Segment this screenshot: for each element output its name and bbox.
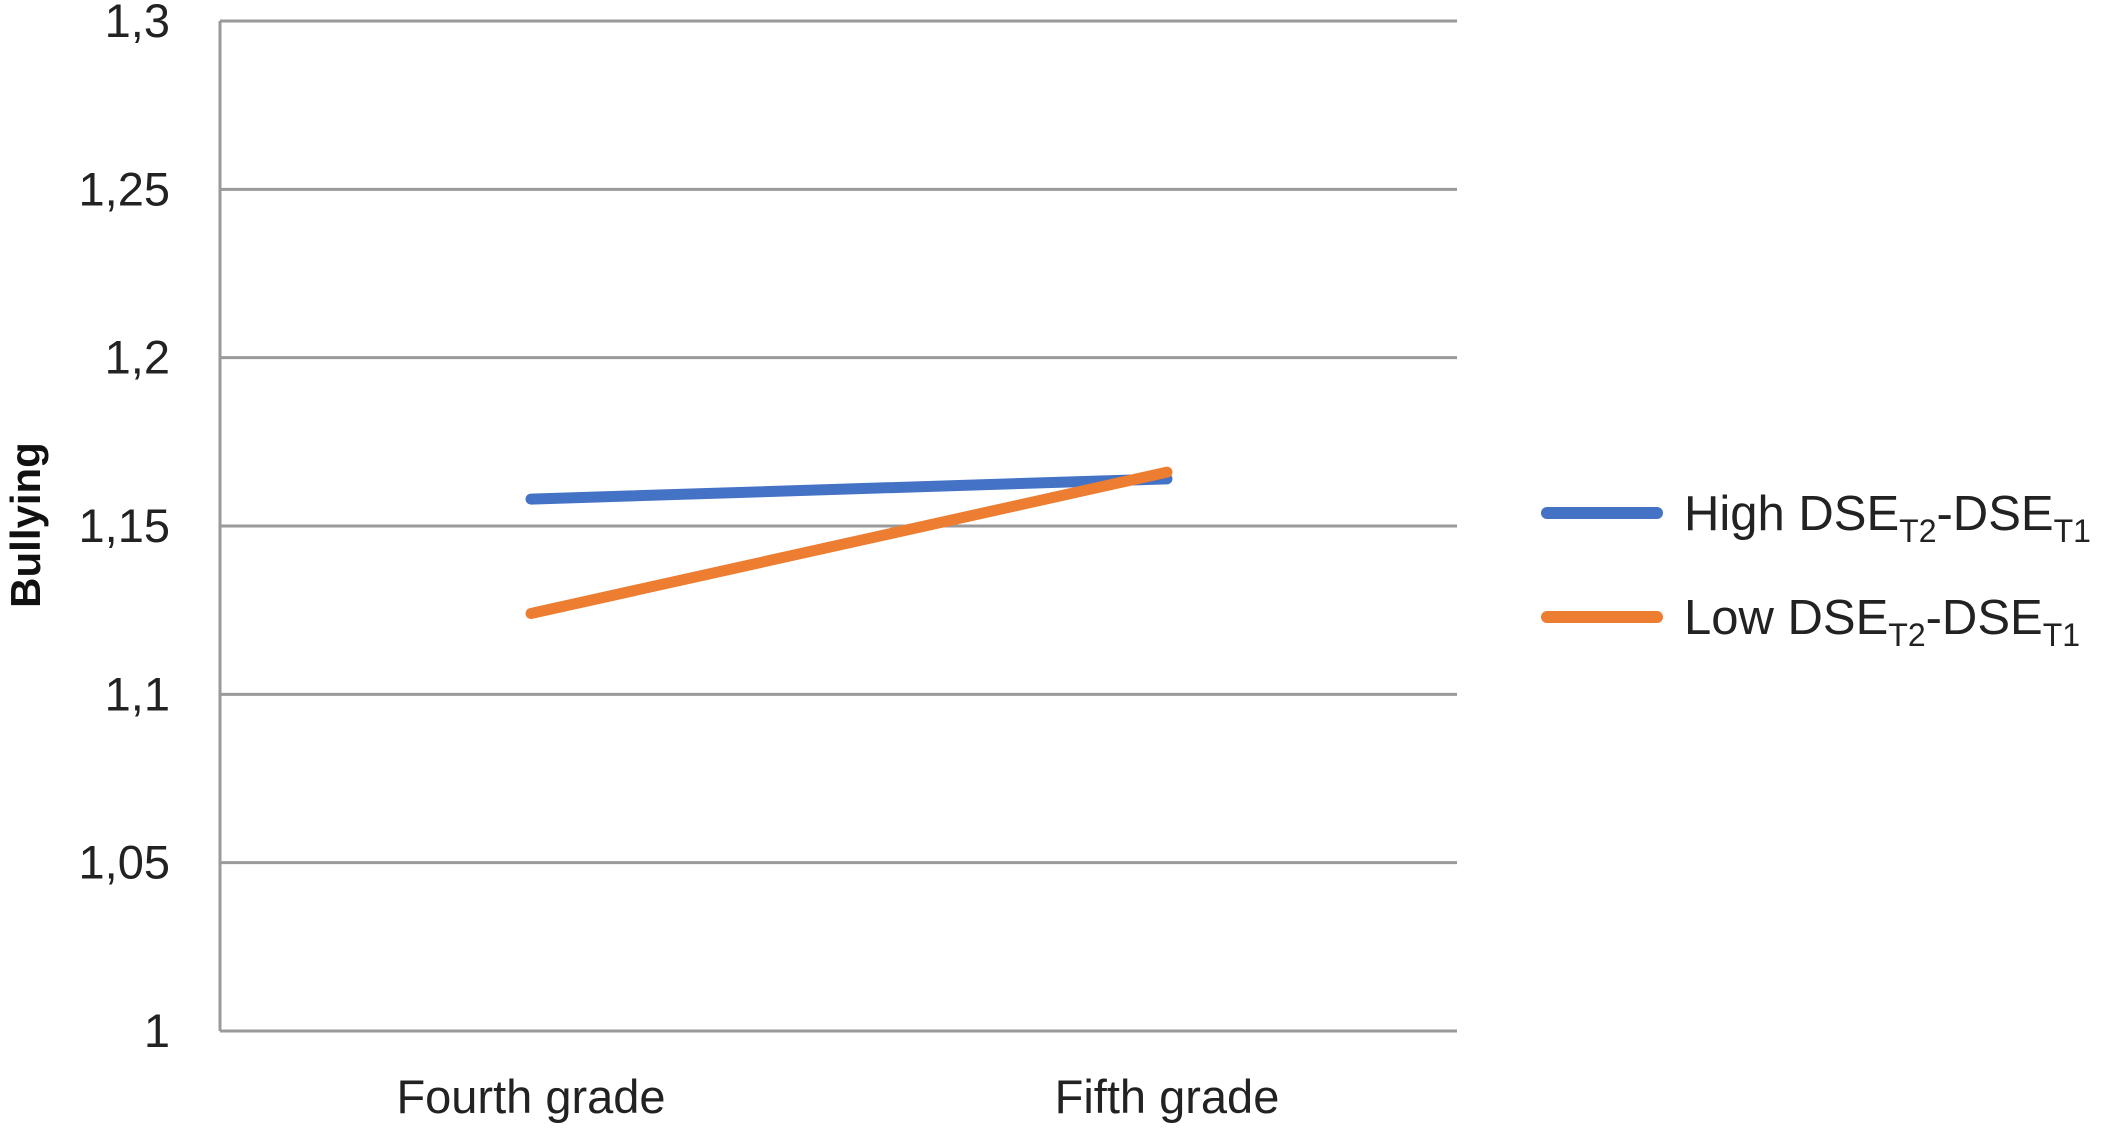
legend-text-part: -DSE <box>1936 487 2053 541</box>
y-tick-label: 1,3 <box>105 0 170 47</box>
legend-text-part: Low DSE <box>1684 591 1888 645</box>
y-tick-label: 1,05 <box>79 836 170 889</box>
y-axis-label: Bullying <box>2 442 49 608</box>
legend-text-part: High DSE <box>1684 487 1899 541</box>
series-lines <box>525 466 1173 620</box>
y-tick-label: 1,1 <box>105 667 170 720</box>
y-tick-label: 1,25 <box>79 162 170 215</box>
x-tick-labels: Fourth grade Fifth grade <box>396 1070 1279 1123</box>
legend-subscript: T1 <box>2054 513 2091 549</box>
y-tick-labels: 1 1,05 1,1 1,15 1,2 1,25 1,3 <box>79 0 170 1057</box>
legend-subscript: T2 <box>1888 617 1925 653</box>
legend-subscript: T2 <box>1899 513 1936 549</box>
legend-label: Low DSET2-DSET1 <box>1684 591 2080 653</box>
legend-label: High DSET2-DSET1 <box>1684 487 2091 549</box>
y-tick-label: 1,2 <box>105 331 170 384</box>
series-line-high <box>525 473 1173 505</box>
x-tick-label: Fourth grade <box>396 1070 665 1123</box>
y-tick-label: 1,15 <box>79 499 170 552</box>
legend-subscript: T1 <box>2043 617 2080 653</box>
x-tick-label: Fifth grade <box>1055 1070 1280 1123</box>
series-line-low <box>525 466 1173 620</box>
legend-text-part: -DSE <box>1926 591 2043 645</box>
y-tick-label: 1 <box>144 1004 170 1057</box>
gridlines <box>218 19 1457 1033</box>
